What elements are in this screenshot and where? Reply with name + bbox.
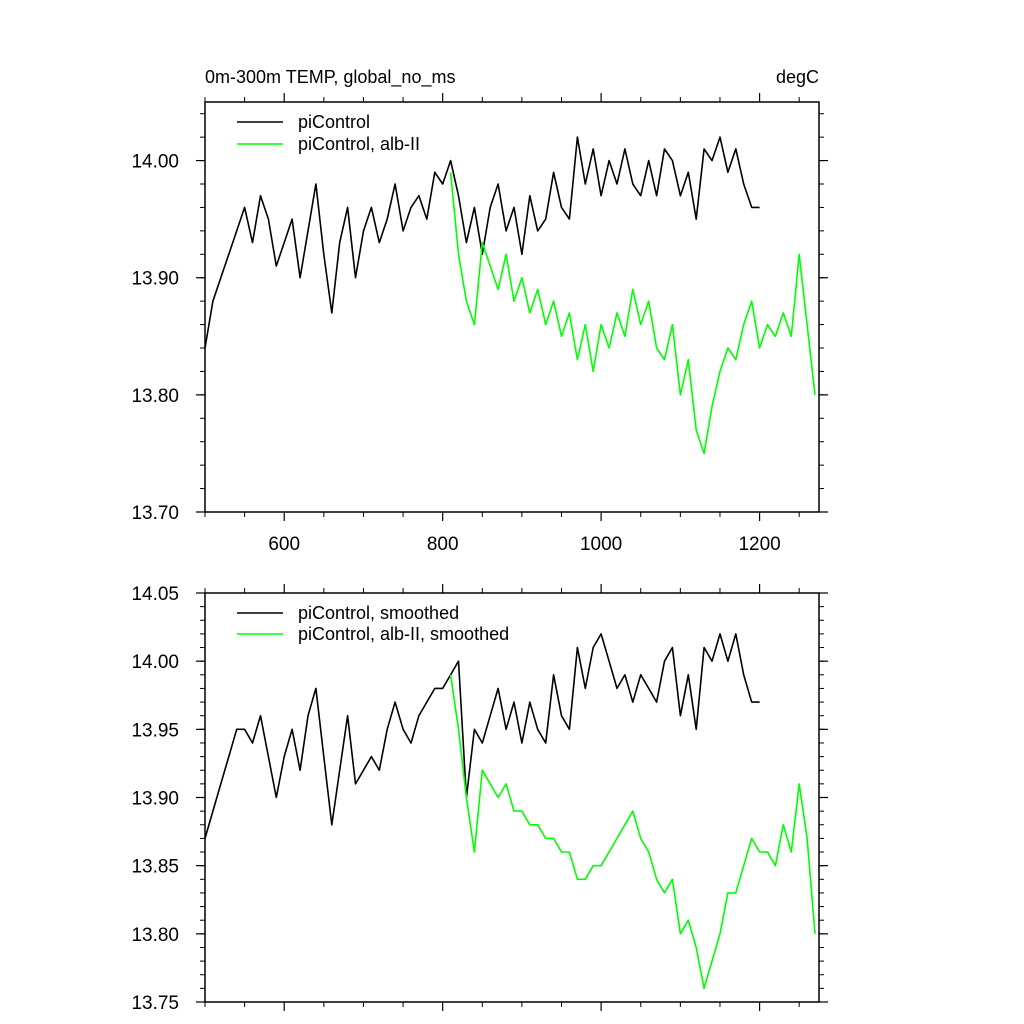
top-legend: piControl piControl, alb-II	[237, 112, 420, 154]
top-panel: 0m-300m TEMP, global_no_ms degC piContro…	[131, 67, 828, 555]
top-y-tick-label-0: 13.70	[131, 503, 179, 524]
top-x-tick-label-1200: 1200	[738, 534, 780, 555]
bottom-legend-label-picontrol-smoothed: piControl, smoothed	[298, 603, 459, 623]
bottom-legend-label-alb-ii-smoothed: piControl, alb-II, smoothed	[298, 624, 509, 644]
bottom-y-tick-label-0: 13.75	[131, 993, 179, 1014]
top-y-tick-label-3: 14.00	[131, 152, 179, 173]
top-series-line-picontrol	[204, 136, 760, 349]
top-y-tick-label-2: 13.90	[131, 269, 179, 290]
top-plot-frame	[204, 101, 820, 513]
top-x-tick-label-600: 600	[268, 534, 300, 555]
top-y-tick-label-1: 13.80	[131, 386, 179, 407]
bottom-y-tick-label-6: 14.05	[131, 584, 179, 605]
bottom-y-tick-label-1: 13.80	[131, 925, 179, 946]
top-x-tick-label-1000: 1000	[580, 534, 622, 555]
bottom-plot-frame	[204, 592, 820, 1003]
top-chart-title: 0m-300m TEMP, global_no_ms	[205, 67, 455, 88]
bottom-series-line-alb-ii	[449, 674, 816, 990]
top-legend-label-alb-ii: piControl, alb-II	[298, 134, 420, 154]
top-series-line-alb-ii	[449, 172, 816, 455]
bottom-legend: piControl, smoothed piControl, alb-II, s…	[237, 603, 509, 644]
bottom-y-tick-label-3: 13.90	[131, 789, 179, 810]
top-x-tick-label-800: 800	[427, 534, 459, 555]
bottom-y-tick-label-4: 13.95	[131, 720, 179, 741]
top-legend-label-picontrol: piControl	[298, 112, 370, 132]
bottom-y-tick-label-5: 14.00	[131, 652, 179, 673]
bottom-y-tick-label-2: 13.85	[131, 857, 179, 878]
bottom-series-line-picontrol	[204, 633, 760, 839]
top-chart-units: degC	[776, 67, 819, 87]
bottom-panel: piControl, smoothed piControl, alb-II, s…	[131, 584, 828, 1014]
